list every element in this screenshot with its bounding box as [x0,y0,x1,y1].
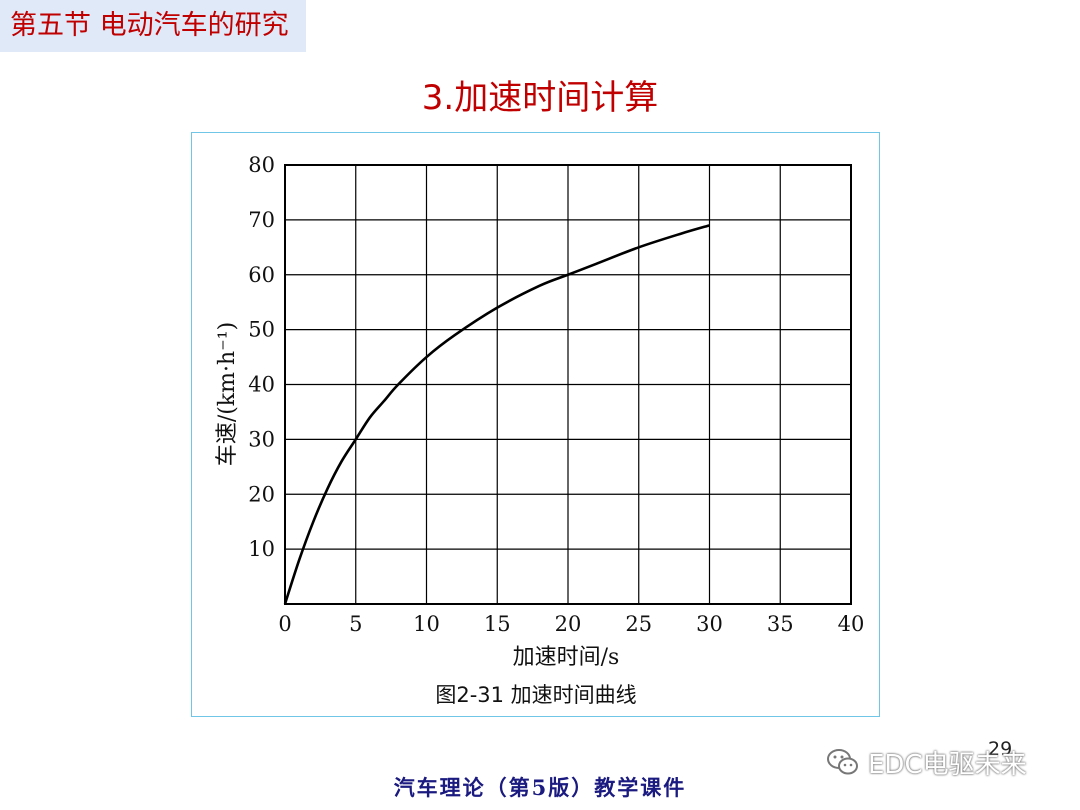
page-number: 29 [988,738,1013,760]
x-tick-label-15: 15 [484,612,511,636]
plot-frame [284,164,852,605]
figure-frame [191,132,880,717]
footer-text: 汽车理论（第5版）教学课件 [393,775,687,800]
x-tick-label-10: 10 [413,612,440,636]
chart-grid [284,164,852,605]
y-tick-label-40: 40 [248,373,275,397]
y-tick-label-60: 60 [248,263,275,287]
y-tick-label-50: 50 [248,318,275,342]
slide-title: 3.加速时间计算 [421,78,659,118]
watermark: EDC电驱未来 [826,744,1027,780]
acceleration-chart: 0 5 10 15 20 25 30 35 40 10 20 30 40 50 60 70 80 加速时间/s… [215,153,864,707]
y-axis-label: 车速/(km·h⁻¹) [215,322,240,466]
y-tick-labels: 10 20 30 40 50 60 70 80 [248,153,275,561]
y-tick-label-30: 30 [248,427,275,451]
y-tick-label-10: 10 [248,537,275,561]
x-tick-label-40: 40 [838,612,865,636]
x-tick-label-20: 20 [555,612,582,636]
figure-caption: 图2-31 加速时间曲线 [435,683,636,707]
x-tick-label-30: 30 [696,612,723,636]
y-tick-label-80: 80 [248,153,275,177]
wechat-icon [827,749,858,775]
watermark-text: EDC电驱未来 [868,749,1027,780]
x-tick-label-5: 5 [349,612,362,636]
x-axis-label: 加速时间/s [513,645,620,670]
x-tick-label-25: 25 [625,612,652,636]
speed-curve [283,224,710,605]
x-tick-label-0: 0 [278,612,291,636]
x-tick-labels: 0 5 10 15 20 25 30 35 40 [278,612,864,636]
x-tick-label-35: 35 [767,612,794,636]
section-tag: 第五节 电动汽车的研究 [0,0,306,52]
y-tick-label-70: 70 [248,208,275,232]
y-tick-label-20: 20 [248,482,275,506]
